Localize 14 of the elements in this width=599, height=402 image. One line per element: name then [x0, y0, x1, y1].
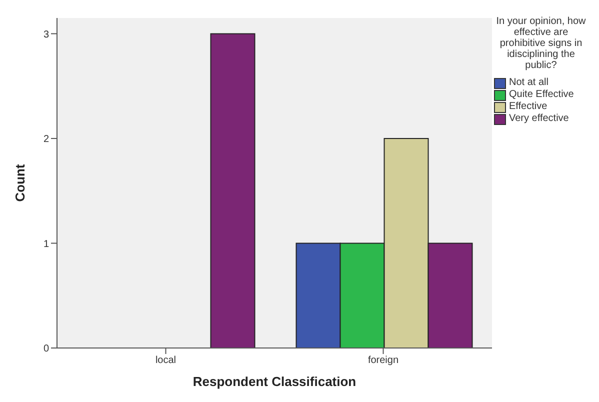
legend-label: Quite Effective — [509, 89, 574, 101]
y-tick-label: 3 — [43, 29, 50, 40]
x-tick-label: foreign — [368, 355, 399, 366]
y-tick-label: 1 — [43, 238, 50, 250]
legend-label: Very effective — [509, 113, 569, 125]
y-tick-label: 0 — [43, 344, 50, 355]
x-tick-label: local — [155, 355, 176, 366]
legend-label: Effective — [509, 101, 548, 113]
x-axis-title: Respondent Classification — [192, 374, 356, 389]
legend-title: In your opinion, how effective are prohibitive signs in idisciplining the public? — [495, 16, 587, 71]
bar — [210, 33, 256, 348]
legend-label: Not at all — [509, 77, 548, 89]
y-tick-label: 2 — [43, 134, 50, 146]
y-axis-title: Count — [12, 164, 28, 202]
